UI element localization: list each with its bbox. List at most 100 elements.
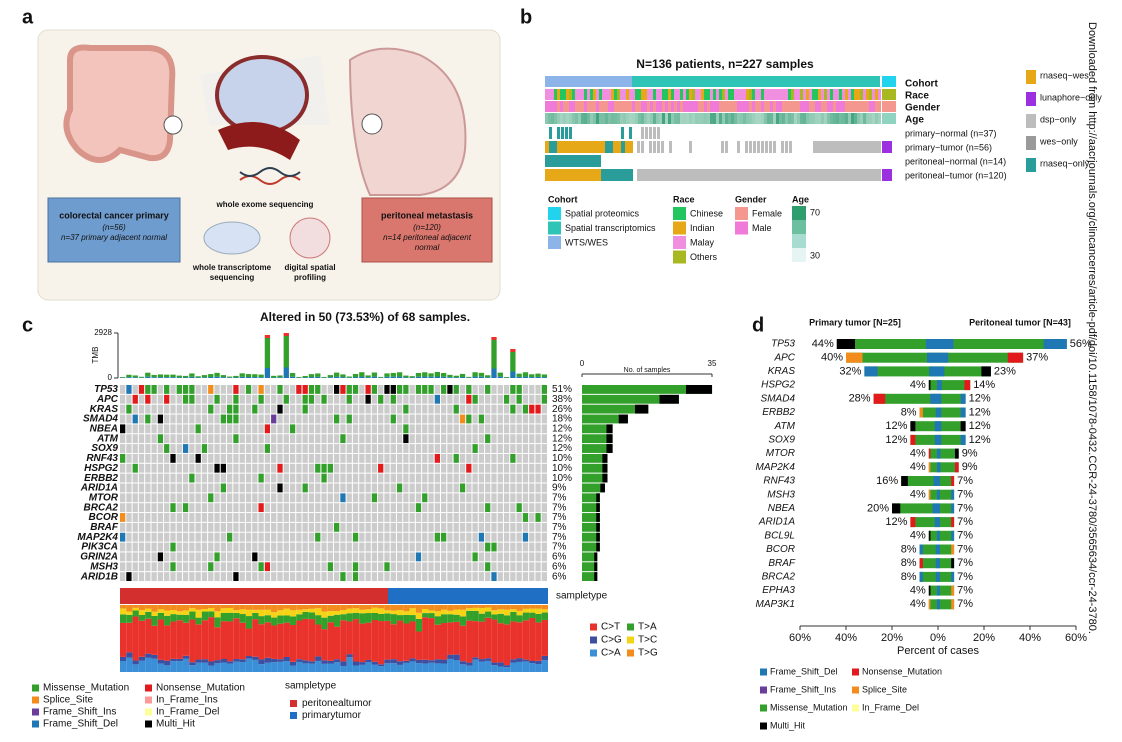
onco-cell — [529, 444, 535, 453]
onco-cell — [472, 463, 478, 473]
heatmap-cell — [617, 169, 621, 181]
heatmap-cell — [692, 113, 695, 124]
onco-cell — [522, 394, 529, 404]
sample-bar — [582, 503, 600, 513]
heatmap-cell — [569, 127, 572, 139]
onco-cell — [390, 444, 396, 453]
spectrum-bar — [271, 662, 278, 672]
onco-cell — [195, 463, 201, 473]
onco-cell — [510, 414, 516, 424]
onco-cell — [371, 404, 378, 414]
onco-cell — [195, 572, 201, 581]
onco-cell — [138, 453, 145, 463]
onco-cell — [371, 522, 378, 532]
bar-part — [934, 421, 938, 432]
tmb-bar — [252, 377, 258, 378]
legend-title: sampletype — [285, 681, 337, 692]
onco-cell — [346, 424, 352, 434]
heatmap-cell — [779, 113, 782, 124]
onco-cell — [258, 532, 264, 542]
onco-cell — [176, 463, 182, 473]
spectrum-bar — [510, 609, 517, 612]
heatmap-cell — [842, 113, 845, 124]
heatmap-cell — [770, 89, 773, 100]
onco-cell — [403, 404, 409, 414]
age-scale — [792, 220, 806, 234]
legend-label: T>C — [638, 635, 657, 646]
onco-cell — [352, 493, 359, 503]
onco-cell — [384, 463, 390, 473]
heatmap-cell — [818, 113, 821, 124]
heatmap-cell — [753, 169, 757, 181]
onco-cell — [132, 434, 138, 444]
spectrum-bar — [283, 615, 290, 623]
onco-cell — [308, 424, 315, 434]
onco-cell — [138, 532, 145, 542]
onco-cell — [138, 434, 145, 444]
spectrum-bar — [365, 609, 372, 614]
onco-cell — [252, 483, 258, 493]
spectrum-bar — [120, 605, 127, 609]
onco-cell — [334, 434, 340, 444]
onco-cell — [227, 394, 233, 404]
bar-part — [960, 407, 966, 418]
onco-cell — [434, 522, 440, 532]
onco-cell — [321, 572, 327, 581]
heatmap-cell — [794, 101, 797, 112]
spectrum-bar — [214, 611, 221, 618]
onco-cell — [428, 532, 434, 542]
onco-cell — [289, 503, 296, 513]
onco-cell — [170, 424, 176, 434]
onco-cell — [371, 562, 378, 572]
onco-cell — [491, 394, 497, 404]
spectrum-bar — [176, 661, 183, 672]
spectrum-bar — [447, 614, 454, 623]
tmb-label: TMB — [91, 347, 100, 364]
heatmap-cell — [860, 101, 863, 112]
onco-cell — [516, 493, 522, 503]
onco-cell — [227, 404, 233, 414]
sample-bar — [582, 394, 679, 404]
onco-cell — [491, 542, 497, 552]
onco-cell — [491, 385, 497, 394]
onco-cell — [541, 394, 547, 404]
spectrum-bar — [535, 608, 542, 614]
heatmap-cell — [548, 101, 551, 112]
legend-swatch — [32, 720, 39, 728]
heatmap-cell — [809, 113, 812, 124]
heatmap-cell — [713, 89, 716, 100]
onco-cell — [478, 404, 485, 414]
onco-cell — [233, 414, 239, 424]
spectrum-bar — [522, 661, 530, 672]
tmb-bar — [233, 377, 239, 378]
onco-cell — [378, 493, 384, 503]
tmb-bar — [340, 377, 346, 378]
onco-cell — [478, 542, 485, 552]
heatmap-cell — [668, 89, 671, 100]
heatmap-cell — [593, 169, 597, 181]
bar-part — [928, 599, 931, 610]
heatmap-cell — [793, 169, 797, 181]
spectrum-bar — [138, 610, 146, 616]
onco-cell — [227, 463, 233, 473]
spectrum-bar — [535, 664, 542, 672]
heatmap-cell — [728, 89, 731, 100]
legend-swatch — [673, 207, 686, 220]
bar — [938, 599, 955, 610]
spectrum-bar — [289, 624, 297, 662]
heatmap-cell — [692, 89, 695, 100]
heatmap-cell — [761, 113, 764, 124]
onco-cell — [510, 562, 516, 572]
heatmap-cell — [866, 101, 869, 112]
spectrum-bar — [220, 662, 227, 672]
tmb-bar — [415, 376, 422, 378]
sample-bar-part — [596, 542, 600, 552]
spectrum-bar — [453, 605, 460, 610]
onco-cell — [378, 532, 384, 542]
dna-illustration-2 — [239, 167, 301, 177]
onco-cell — [447, 414, 453, 424]
onco-cell — [233, 503, 239, 513]
gene-label: SMAD4 — [83, 414, 118, 425]
onco-cell — [516, 572, 522, 581]
onco-cell — [296, 404, 302, 414]
